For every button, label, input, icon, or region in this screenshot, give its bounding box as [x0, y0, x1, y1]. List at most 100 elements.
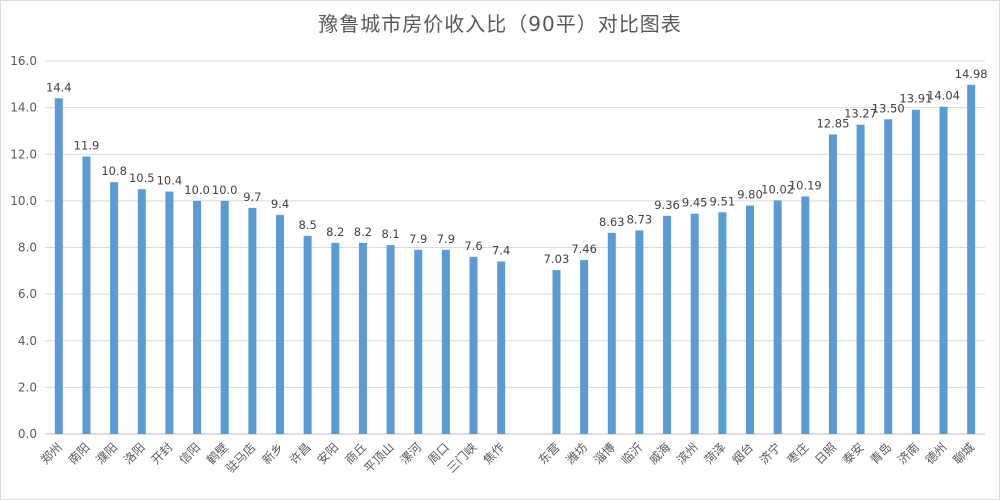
- bar-30: [884, 119, 893, 434]
- bar-20: [607, 232, 616, 434]
- bar-0: [54, 98, 63, 435]
- x-tick-label: 滨州: [673, 440, 701, 468]
- y-tick-label: 4.0: [18, 334, 37, 348]
- bar-28: [828, 134, 837, 434]
- bar-13: [414, 249, 423, 434]
- bar-24: [718, 212, 727, 434]
- bar-4: [165, 191, 174, 434]
- x-tick-label: 平顶山: [361, 440, 396, 475]
- bar-21: [635, 230, 644, 434]
- data-label: 10.8: [101, 164, 127, 178]
- data-label: 9.51: [710, 194, 736, 208]
- data-label: 8.5: [298, 218, 316, 232]
- x-tick-label: 南阳: [65, 440, 93, 468]
- data-label: 9.7: [243, 190, 261, 204]
- x-tick-label: 威海: [646, 440, 674, 468]
- bar-14: [441, 249, 450, 434]
- x-tick-label: 漯河: [397, 440, 424, 467]
- y-tick-label: 16.0: [10, 54, 37, 68]
- bar-22: [663, 215, 672, 434]
- x-tick-label: 淄博: [590, 440, 618, 468]
- x-tick-label: 潍坊: [563, 440, 591, 468]
- data-label: 7.46: [571, 242, 597, 256]
- data-label: 7.03: [544, 252, 570, 266]
- data-label: 7.6: [464, 239, 482, 253]
- bar-9: [303, 235, 312, 434]
- data-label: 10.0: [184, 183, 210, 197]
- x-tick-label: 焦作: [480, 440, 507, 467]
- x-tick-label: 信阳: [176, 440, 203, 467]
- bar-10: [331, 242, 340, 434]
- bar-11: [358, 242, 367, 434]
- x-tick-label: 日照: [812, 440, 839, 467]
- data-label: 14.04: [927, 89, 960, 103]
- data-label: 8.1: [381, 227, 399, 241]
- x-tick-label: 许昌: [287, 440, 314, 467]
- x-tick-label: 东营: [536, 440, 563, 467]
- data-label: 9.36: [654, 198, 680, 212]
- x-tick-label: 新乡: [259, 440, 287, 468]
- data-label: 13.27: [844, 107, 877, 121]
- data-label: 9.80: [737, 188, 763, 202]
- bar-15: [469, 256, 478, 434]
- data-label: 8.73: [627, 212, 653, 226]
- data-label: 9.4: [271, 197, 289, 211]
- x-tick-label: 驻马店: [222, 440, 258, 476]
- bar-8: [276, 214, 284, 434]
- x-tick-label: 枣庄: [784, 440, 812, 468]
- data-label: 7.4: [492, 243, 510, 257]
- y-tick-label: 2.0: [18, 380, 37, 394]
- x-tick-label: 安阳: [314, 440, 342, 468]
- bar-32: [939, 106, 948, 434]
- bar-19: [580, 260, 589, 434]
- data-label: 10.0: [212, 183, 238, 197]
- x-tick-label: 临沂: [619, 440, 646, 467]
- y-tick-label: 6.0: [18, 287, 37, 301]
- bar-2: [110, 182, 119, 434]
- data-label: 10.5: [129, 171, 155, 185]
- x-tick-label: 济宁: [756, 440, 784, 468]
- bar-6: [220, 200, 229, 434]
- x-tick-label: 濮阳: [93, 440, 121, 468]
- bar-16: [497, 261, 506, 434]
- bar-12: [386, 245, 395, 434]
- bar-1: [82, 156, 91, 435]
- data-label: 9.45: [682, 196, 708, 210]
- x-tick-label: 青岛: [867, 440, 895, 468]
- bar-26: [773, 200, 782, 434]
- x-tick-label: 菏泽: [702, 440, 729, 467]
- data-label: 7.9: [437, 232, 455, 246]
- bar-23: [690, 213, 699, 434]
- bar-25: [746, 205, 754, 434]
- chart-title: 豫鲁城市房价收入比（90平）对比图表: [318, 12, 682, 36]
- data-label: 8.2: [354, 225, 372, 239]
- x-tick-label: 济南: [894, 440, 922, 468]
- bar-5: [193, 200, 202, 434]
- x-tick-label: 三门峡: [444, 440, 480, 476]
- bar-3: [137, 189, 146, 434]
- y-tick-label: 8.0: [18, 241, 37, 255]
- bar-29: [856, 124, 865, 434]
- bar-31: [911, 109, 920, 435]
- x-tick-label: 开封: [149, 440, 176, 467]
- data-label: 10.19: [789, 178, 822, 192]
- data-label: 14.98: [955, 67, 988, 81]
- data-label: 10.4: [157, 174, 183, 188]
- data-label: 13.91: [899, 92, 932, 106]
- x-tick-label: 郑州: [37, 440, 65, 468]
- x-tick-label: 聊城: [950, 440, 977, 467]
- y-tick-label: 0.0: [18, 427, 37, 441]
- y-tick-label: 14.0: [10, 101, 37, 115]
- x-tick-label: 烟台: [729, 440, 757, 468]
- data-label: 14.4: [46, 80, 72, 94]
- y-tick-label: 12.0: [10, 147, 37, 161]
- y-tick-label: 10.0: [10, 194, 37, 208]
- x-tick-label: 洛阳: [120, 440, 148, 468]
- bar-18: [552, 270, 561, 434]
- data-label: 7.9: [409, 232, 427, 246]
- data-label: 8.63: [599, 215, 625, 229]
- bar-33: [967, 84, 976, 434]
- data-label: 8.2: [326, 225, 344, 239]
- data-label: 11.9: [74, 139, 100, 153]
